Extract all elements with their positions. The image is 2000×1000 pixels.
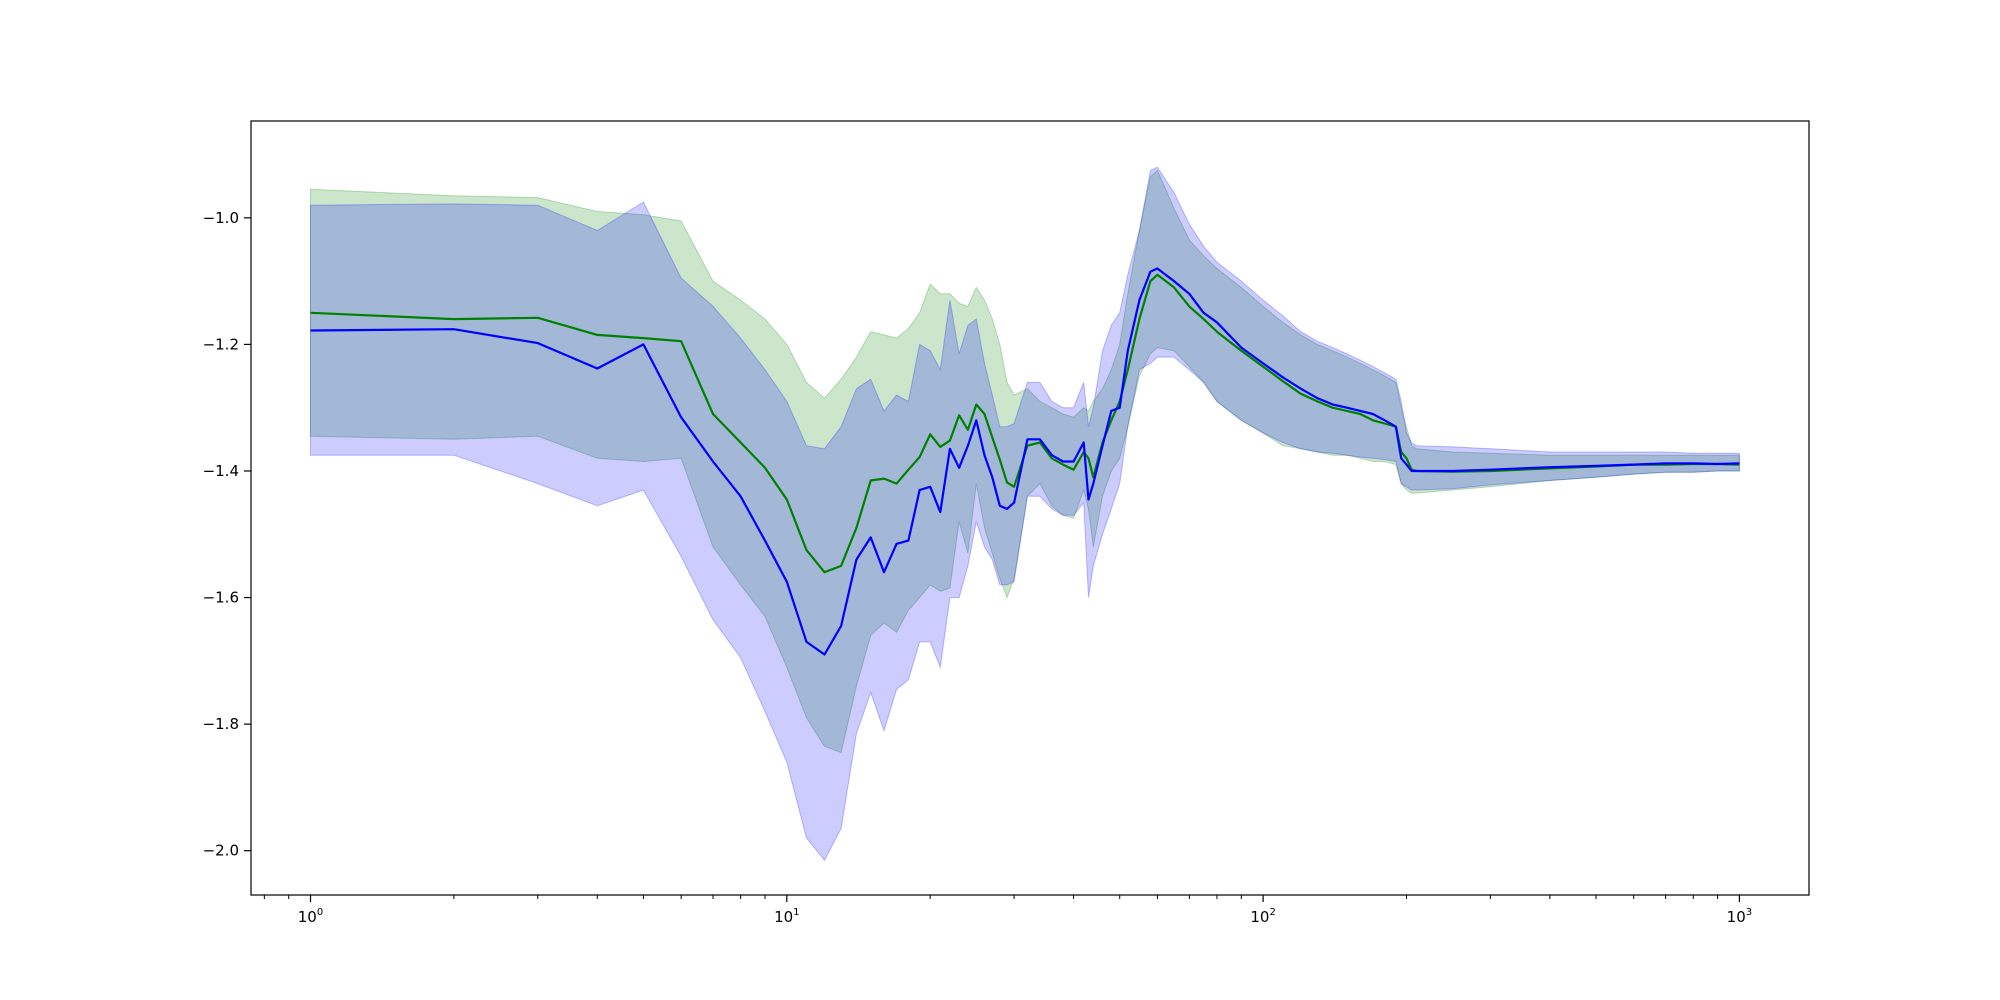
y-tick-label: −1.4 [203, 462, 239, 480]
x-tick-label: 102 [1250, 907, 1275, 926]
y-tick-label: −2.0 [203, 842, 239, 860]
series-2-line [310, 267, 1740, 656]
x-tick-label: 101 [774, 907, 799, 926]
y-tick-label: −1.0 [203, 209, 239, 227]
y-tick-label: −1.8 [203, 715, 239, 733]
y-tick-label: −1.2 [203, 335, 239, 353]
x-tick-label: 103 [1727, 907, 1752, 926]
y-tick-label: −1.6 [203, 589, 239, 607]
plot-frame [250, 120, 1810, 896]
series-1-band [310, 169, 1740, 754]
series-lines [310, 267, 1740, 656]
x-tick-label: 100 [298, 907, 323, 926]
x-axis: 100 101 102 103 [263, 895, 1752, 926]
y-axis: −1.0 −1.2 −1.4 −1.6 −1.8 −2.0 [203, 209, 251, 860]
